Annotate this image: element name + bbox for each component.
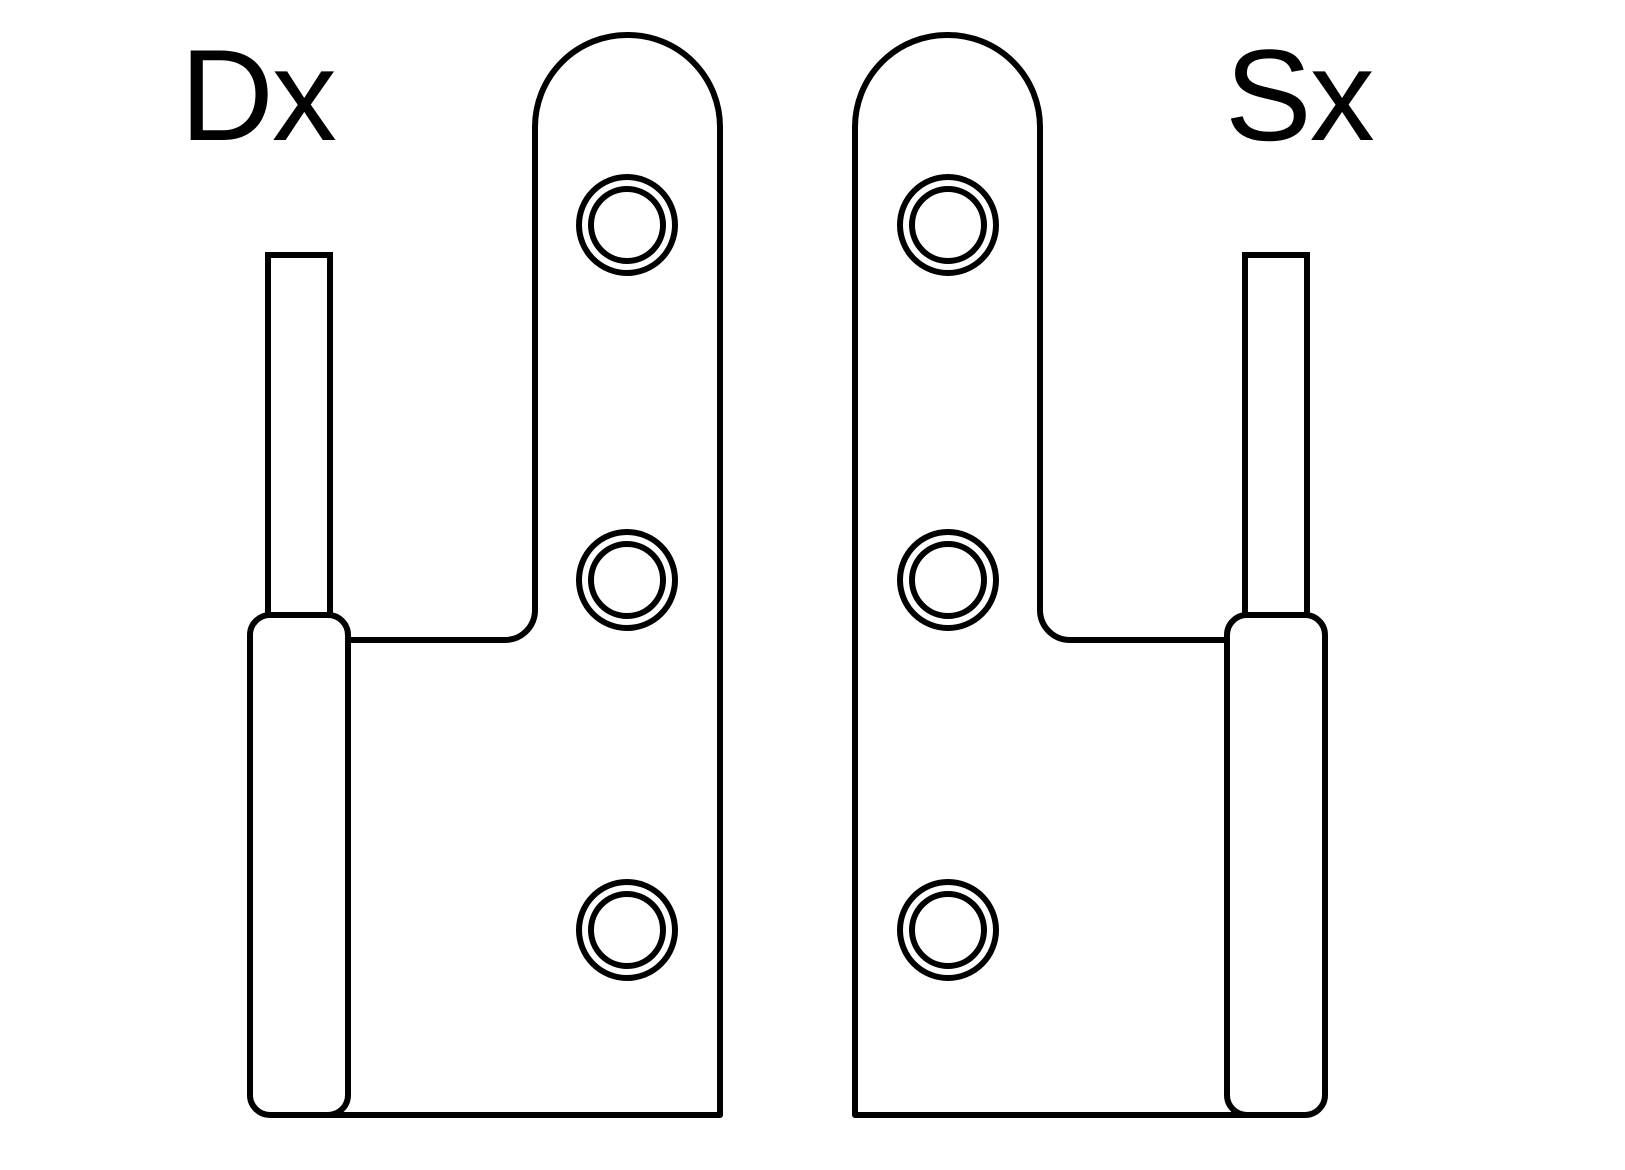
diagram-canvas: Dx Sx	[0, 0, 1625, 1170]
hinge-diagram-svg	[0, 0, 1625, 1170]
